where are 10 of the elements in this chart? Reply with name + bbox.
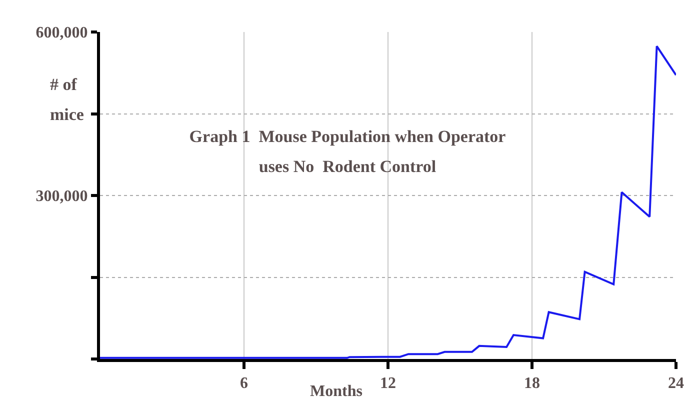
y-tick-label: 600,000 <box>36 24 88 42</box>
y-axis-title: # of mice <box>50 74 85 126</box>
text: Graph 1 Mouse Population when Operator uses No Rodent Control <box>188 126 507 178</box>
x-tick-label: 24 <box>668 375 684 392</box>
x-axis-title: Months <box>310 383 362 400</box>
x-tick-label: 18 <box>524 375 540 392</box>
x-tick-label: 12 <box>380 375 396 392</box>
y-tick-label: 300,000 <box>36 188 88 206</box>
line-series <box>100 45 676 359</box>
x-tick-label: 6 <box>240 375 248 392</box>
